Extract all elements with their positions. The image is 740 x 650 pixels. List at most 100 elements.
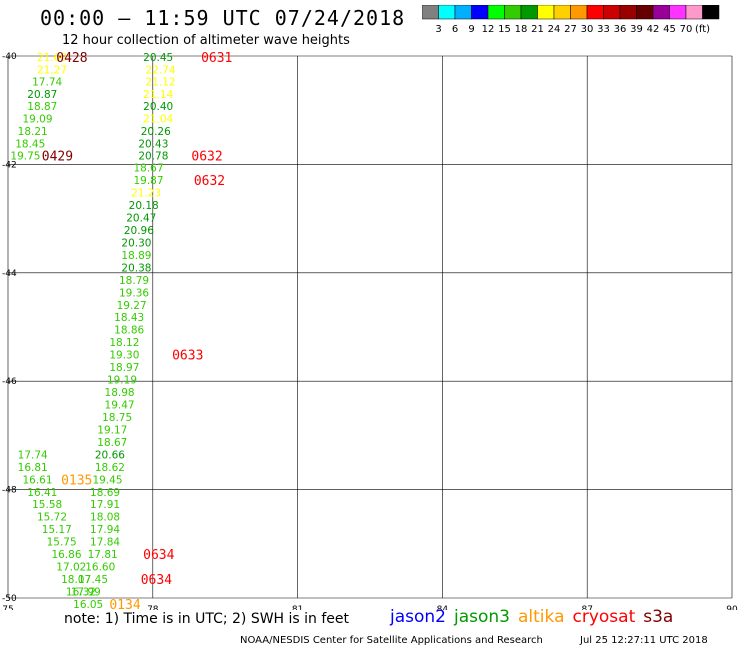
- x-tick-label: 78: [147, 605, 159, 610]
- swh-value-label: 19.30: [109, 350, 139, 362]
- pass-time-label: 0135: [61, 473, 92, 488]
- swh-value-label: 16.32: [66, 586, 96, 598]
- y-tick-label: -40: [2, 52, 17, 62]
- swh-value-label: 15.75: [47, 537, 77, 549]
- swh-value-label: 17.74: [32, 76, 62, 88]
- legend-entry-jason3: jason3: [454, 607, 510, 627]
- swh-value-label: 19.36: [119, 287, 149, 299]
- swh-value-label: 16.60: [85, 562, 115, 574]
- satellite-legend: jason2 jason3 altika cryosat s3a: [390, 607, 681, 627]
- swh-value-label: 20.66: [95, 449, 125, 461]
- colorbar-label: 30: [581, 24, 594, 35]
- pass-time-label: 0134: [109, 598, 140, 610]
- swh-value-label: 18.89: [121, 250, 151, 262]
- swh-value-label: 21.12: [146, 76, 176, 88]
- swh-value-label: 20.30: [121, 237, 151, 249]
- swh-value-label: 18.12: [109, 337, 139, 349]
- swh-value-label: 15.58: [32, 499, 62, 511]
- swh-value-label: 20.45: [143, 52, 173, 64]
- colorbar-label: 9: [468, 24, 474, 35]
- colorbar-label: 21: [531, 24, 544, 35]
- credit-line: NOAA/NESDIS Center for Satellite Applica…: [240, 635, 543, 646]
- colorbar-label: 24: [548, 24, 561, 35]
- swh-value-label: 20.40: [143, 101, 173, 113]
- swh-value-label: 19.17: [97, 424, 127, 436]
- x-tick-label: 81: [292, 605, 303, 610]
- colorbar-label: 12: [482, 24, 495, 35]
- swh-value-label: 18.69: [90, 487, 120, 499]
- swh-value-label: 18.62: [95, 462, 125, 474]
- pass-time-label: 0632: [194, 174, 225, 189]
- swh-value-label: 21.14: [143, 89, 173, 101]
- swh-value-label: 19.27: [117, 300, 147, 312]
- colorbar-label: 36: [614, 24, 627, 35]
- swh-value-label: 18.67: [97, 437, 127, 449]
- swh-value-label: 17.84: [90, 537, 120, 549]
- colorbar-label: (ft): [695, 24, 710, 35]
- swh-value-label: 21.23: [131, 188, 161, 200]
- swh-value-label: 21.04: [143, 113, 173, 125]
- swh-value-label: 18.21: [18, 126, 48, 138]
- swh-value-label: 20.26: [141, 126, 171, 138]
- swh-value-label: 20.78: [138, 151, 168, 163]
- swh-value-label: 17.94: [90, 524, 120, 536]
- swh-value-label: 18.43: [114, 312, 144, 324]
- x-tick-label: 84: [437, 605, 449, 610]
- swh-value-label: 19.75: [10, 151, 40, 163]
- pass-time-label: 0429: [42, 150, 73, 165]
- generated-timestamp: Jul 25 12:27:11 UTC 2018: [580, 635, 708, 646]
- swh-value-label: 21.27: [37, 65, 67, 77]
- swh-value-label: 18.45: [15, 138, 45, 150]
- swh-value-label: 20.38: [121, 262, 151, 274]
- y-tick-label: -50: [2, 594, 17, 604]
- colorbar-label: 3: [435, 24, 441, 35]
- swh-value-label: 18.98: [105, 387, 135, 399]
- color-scale-legend: 3 6 9 12 15 18 21 24 27 30 33 36 39 42 45 70 (ft): [422, 5, 720, 35]
- wave-height-plot: 75 78 81 84 87 90 -40 -42 -44 -46 -48 -50 21.6021.27…: [2, 51, 738, 610]
- colorbar-label: 6: [452, 24, 458, 35]
- swh-value-label: 15.72: [37, 512, 67, 524]
- x-tick-label: 87: [581, 605, 592, 610]
- swh-value-label: 17.91: [90, 499, 120, 511]
- swh-value-label: 20.96: [124, 225, 154, 237]
- colorbar-swatch: [702, 5, 720, 20]
- swh-value-label: 18.97: [109, 362, 139, 374]
- colorbar-label: 42: [647, 24, 660, 35]
- pass-time-label: 0428: [56, 51, 87, 66]
- colorbar-label: 18: [515, 24, 528, 35]
- swh-value-label: 18.75: [102, 412, 132, 424]
- legend-entry-s3a: s3a: [643, 607, 674, 627]
- swh-value-label: 18.08: [90, 512, 120, 524]
- x-tick-label: 90: [726, 605, 738, 610]
- chart-subtitle: 12 hour collection of altimeter wave hei…: [62, 33, 350, 48]
- colorbar-label: 27: [564, 24, 577, 35]
- pass-time-label: 0634: [143, 548, 174, 563]
- swh-value-label: 16.81: [18, 462, 48, 474]
- pass-time-label: 0634: [141, 573, 172, 588]
- x-tick-label: 75: [2, 605, 13, 610]
- swh-value-label: 16.41: [27, 487, 57, 499]
- swh-value-label: 17.74: [18, 449, 48, 461]
- swh-value-label: 19.87: [133, 175, 163, 187]
- swh-value-label: 16.86: [51, 549, 81, 561]
- y-tick-label: -48: [2, 486, 17, 496]
- swh-value-label: 20.18: [129, 200, 159, 212]
- swh-value-label: 22.74: [146, 65, 176, 77]
- colorbar-label: 39: [630, 24, 643, 35]
- pass-time-label: 0633: [172, 349, 203, 364]
- legend-entry-cryosat: cryosat: [572, 607, 636, 627]
- swh-value-label: 17.99: [71, 586, 101, 598]
- swh-value-label: 20.43: [138, 138, 168, 150]
- swh-value-label: 18.87: [27, 101, 57, 113]
- chart-title: 00:00 – 11:59 UTC 07/24/2018: [40, 6, 406, 30]
- colorbar-label: 70: [680, 24, 693, 35]
- swh-value-label: 17.45: [78, 574, 108, 586]
- y-tick-label: -42: [2, 160, 17, 170]
- swh-value-label: 20.87: [27, 89, 57, 101]
- swh-value-label: 18.86: [114, 325, 144, 337]
- swh-value-label: 16.61: [22, 474, 52, 486]
- pass-time-label: 0632: [191, 150, 222, 165]
- units-note: note: 1) Time is in UTC; 2) SWH is in fe…: [64, 611, 350, 627]
- colorbar-label: 15: [498, 24, 511, 35]
- swh-value-label: 19.47: [105, 400, 135, 412]
